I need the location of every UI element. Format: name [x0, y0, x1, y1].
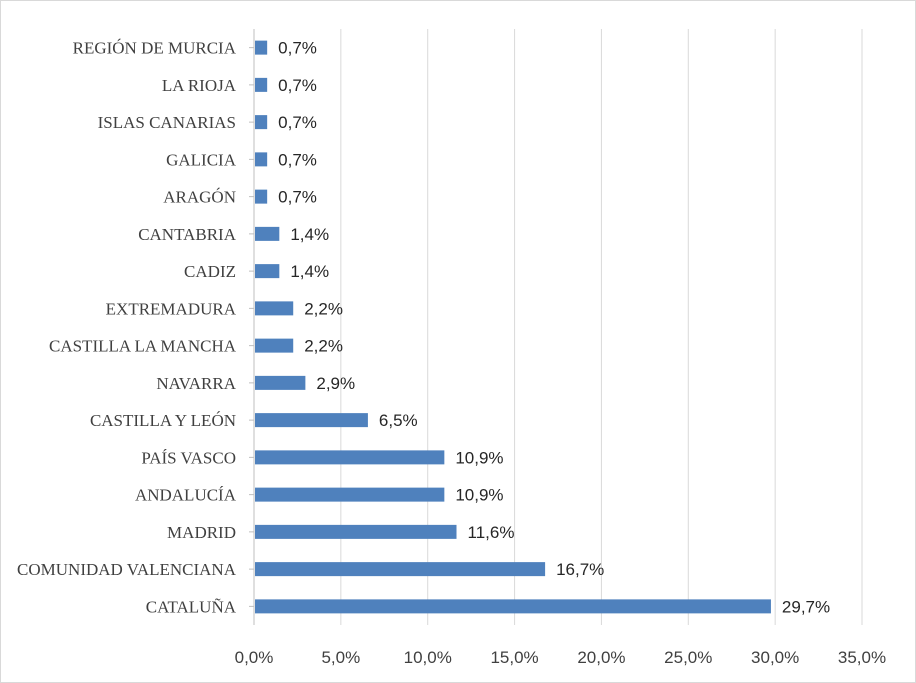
- value-labels: 0,7% 0,7% 0,7% 0,7% 0,7% 1,4% 1,4% 2,2% 2,2% 2,9%…: [278, 39, 830, 617]
- grid-lines: [340, 29, 863, 625]
- bar: [255, 189, 268, 204]
- x-tick-label: 20,0%: [577, 648, 625, 667]
- value-label: 2,2%: [304, 337, 343, 356]
- category-label: PAÍS VASCO: [141, 448, 236, 467]
- bar: [255, 115, 268, 130]
- category-label: COMUNIDAD VALENCIANA: [17, 560, 237, 579]
- bar: [255, 524, 457, 539]
- bar: [255, 375, 306, 390]
- category-label: CASTILLA LA MANCHA: [49, 337, 237, 356]
- value-label: 0,7%: [278, 76, 317, 95]
- category-labels: REGIÓN DE MURCIA LA RIOJA ISLAS CANARIAS GA…: [17, 39, 237, 617]
- bar: [255, 40, 268, 55]
- value-label: 11,6%: [468, 523, 515, 542]
- x-tick-label: 10,0%: [404, 648, 452, 667]
- category-axis: [249, 29, 255, 625]
- value-label: 1,4%: [290, 225, 329, 244]
- value-label: 0,7%: [278, 188, 317, 207]
- value-label: 0,7%: [278, 39, 317, 58]
- category-label: ARAGÓN: [163, 188, 236, 207]
- x-tick-labels: 0,0% 5,0% 10,0% 15,0% 20,0% 25,0% 30,0% 35,0%: [235, 648, 886, 667]
- bar: [255, 413, 368, 428]
- value-label: 29,7%: [782, 597, 830, 616]
- value-label: 10,9%: [455, 486, 503, 505]
- category-label: CANTABRIA: [138, 225, 237, 244]
- bar: [255, 301, 294, 316]
- x-tick-label: 35,0%: [838, 648, 886, 667]
- bar: [255, 264, 280, 279]
- category-label: GALICIA: [166, 150, 237, 169]
- category-label: CADIZ: [184, 262, 236, 281]
- category-label: CATALUÑA: [146, 597, 237, 616]
- value-label: 0,7%: [278, 150, 317, 169]
- value-label: 0,7%: [278, 113, 317, 132]
- x-tick-label: 0,0%: [235, 648, 274, 667]
- bar: [255, 77, 268, 92]
- category-label: EXTREMADURA: [106, 299, 237, 318]
- category-label: ISLAS CANARIAS: [98, 113, 236, 132]
- bar: [255, 562, 546, 577]
- x-tick-label: 25,0%: [664, 648, 712, 667]
- category-label: ANDALUCÍA: [135, 486, 237, 505]
- bars: [255, 40, 771, 614]
- value-label: 6,5%: [379, 411, 418, 430]
- bar: [255, 450, 445, 465]
- value-label: 10,9%: [455, 448, 503, 467]
- value-label: 2,2%: [304, 299, 343, 318]
- bar: [255, 599, 771, 614]
- value-label: 1,4%: [290, 262, 329, 281]
- category-label: MADRID: [167, 523, 236, 542]
- value-label: 16,7%: [556, 560, 604, 579]
- bar: [255, 226, 280, 241]
- bar: [255, 338, 294, 353]
- bar: [255, 487, 445, 502]
- category-label: NAVARRA: [156, 374, 236, 393]
- category-label: LA RIOJA: [162, 76, 237, 95]
- category-label: CASTILLA Y LEÓN: [90, 411, 236, 430]
- bar: [255, 152, 268, 167]
- value-label: 2,9%: [316, 374, 355, 393]
- category-label: REGIÓN DE MURCIA: [73, 39, 237, 58]
- x-tick-label: 15,0%: [490, 648, 538, 667]
- x-tick-label: 5,0%: [321, 648, 360, 667]
- x-tick-label: 30,0%: [751, 648, 799, 667]
